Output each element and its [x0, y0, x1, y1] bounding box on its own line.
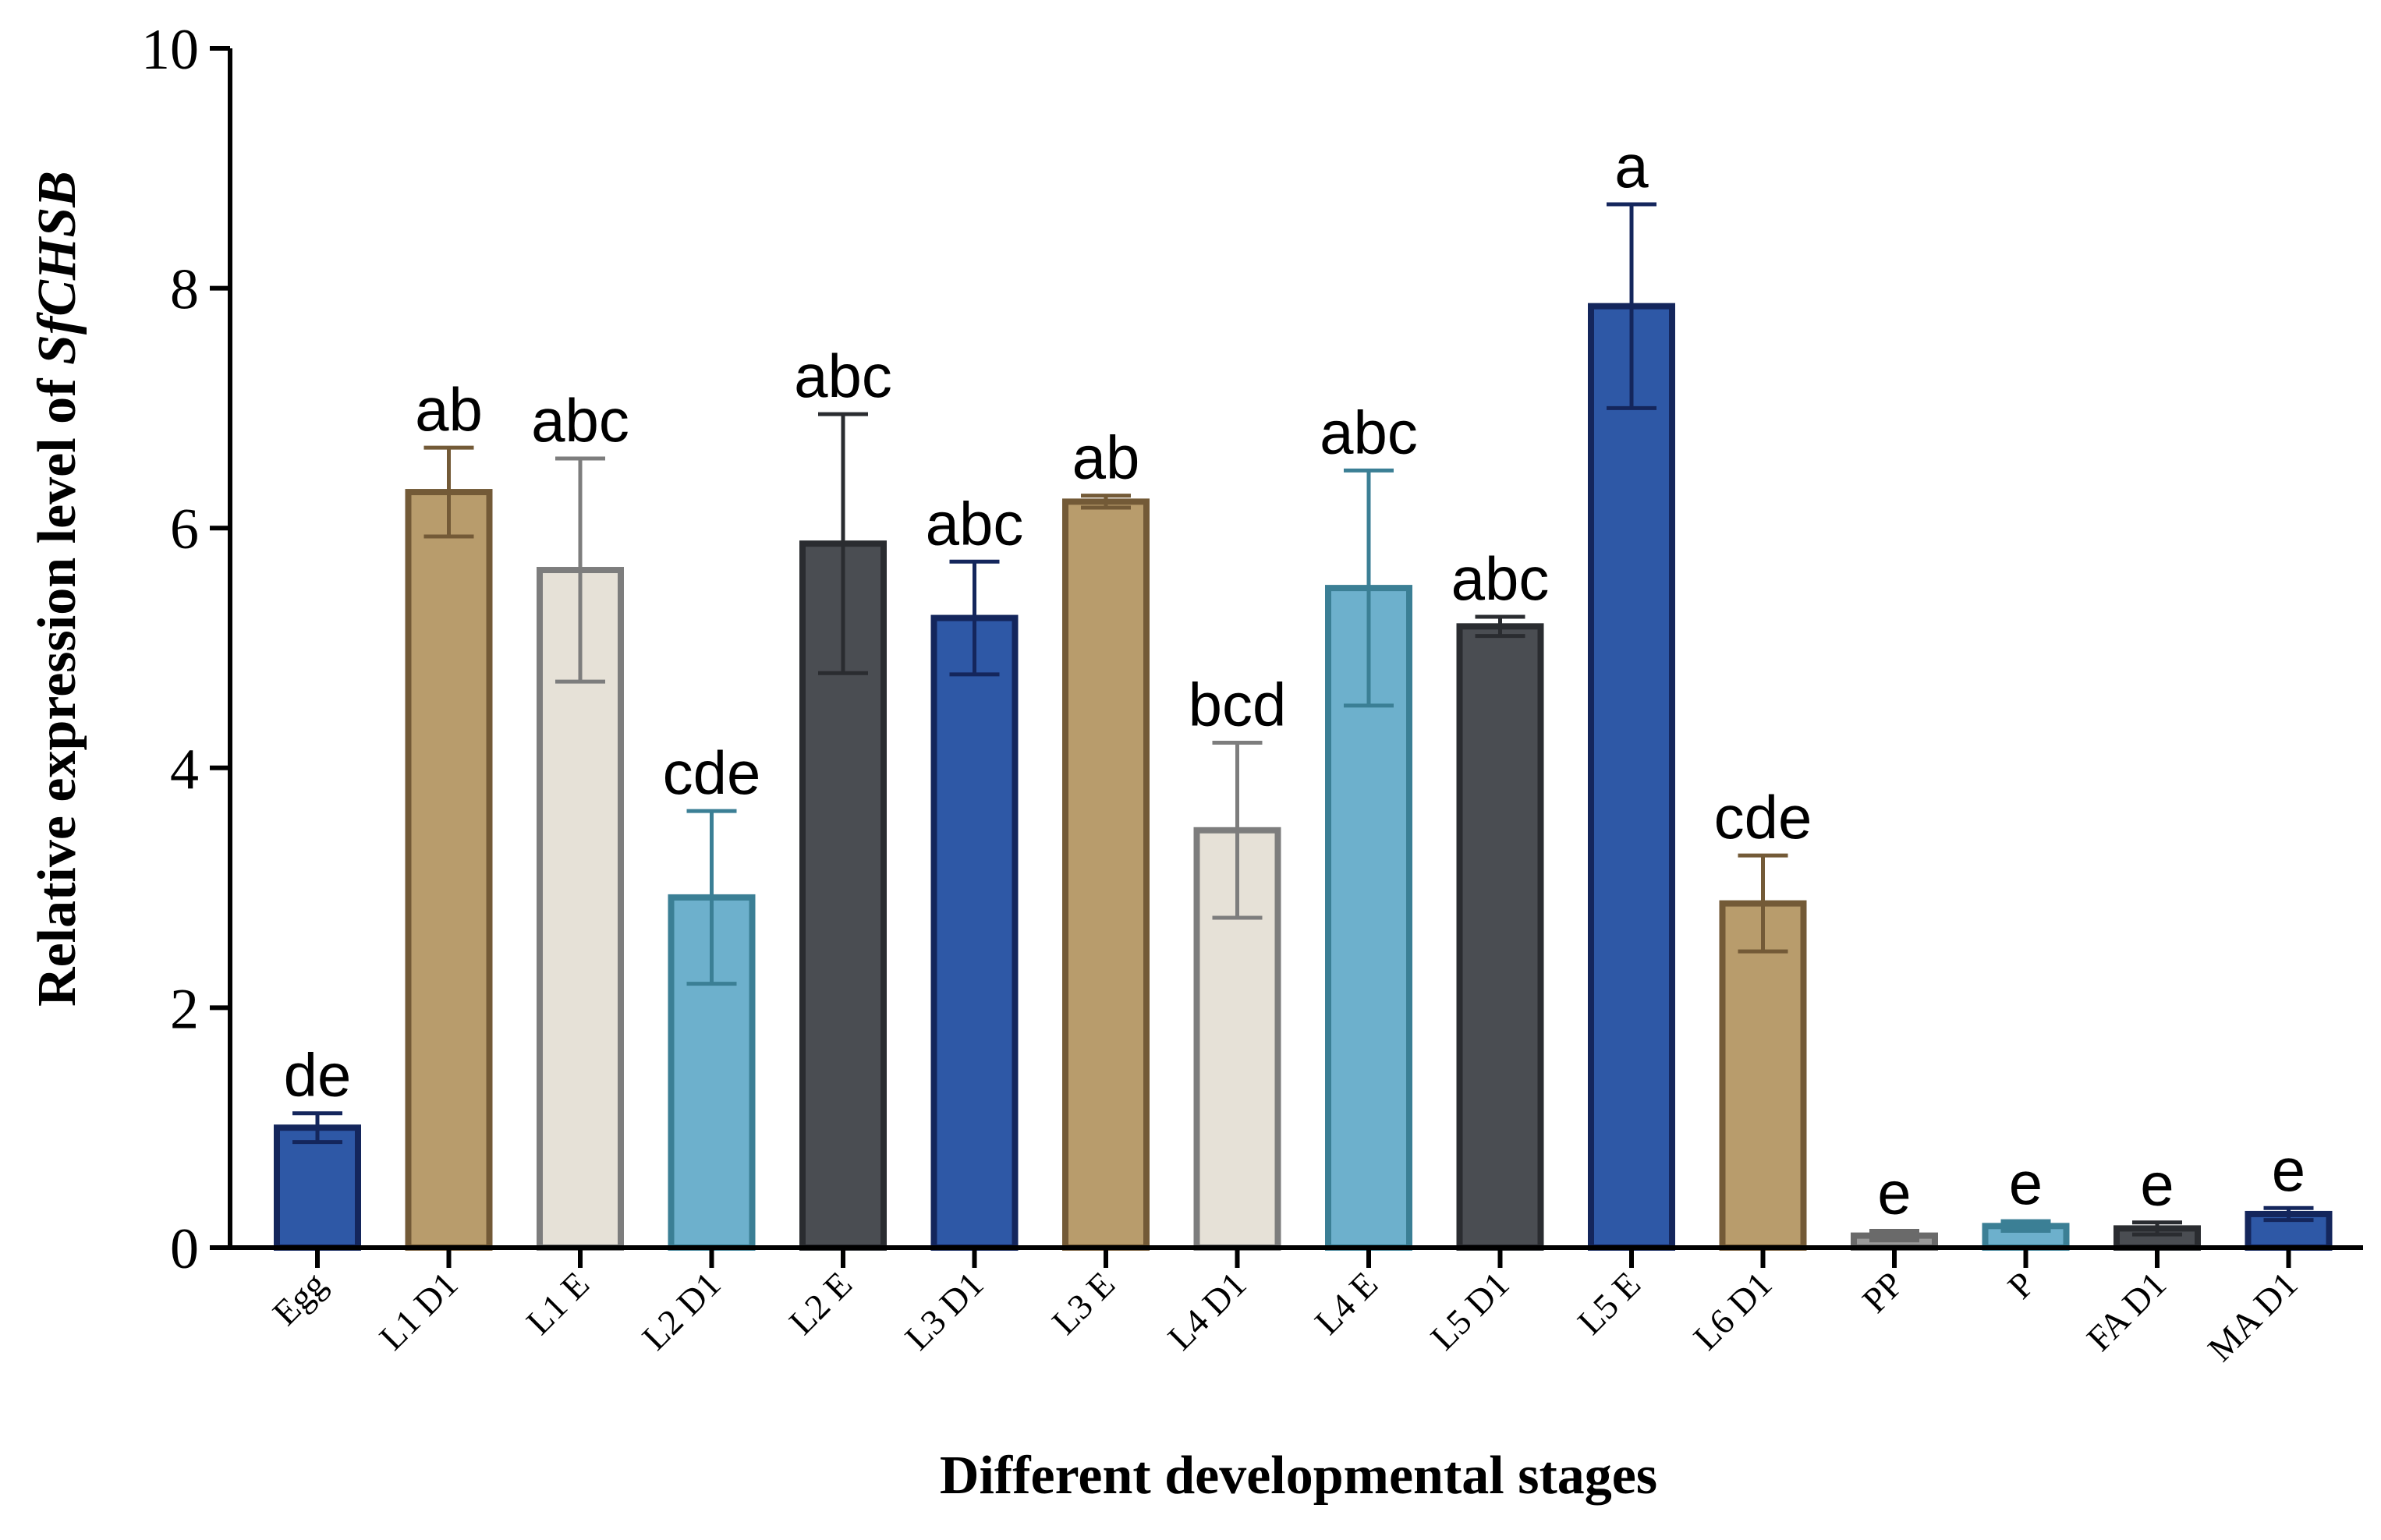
- y-tick-label: 2: [170, 977, 199, 1041]
- x-tick-label: L2 D1: [634, 1264, 728, 1358]
- significance-label: abc: [794, 342, 892, 410]
- significance-label: e: [2272, 1135, 2305, 1204]
- bar: [1588, 303, 1675, 1251]
- x-tick-label: L5 D1: [1423, 1264, 1516, 1358]
- significance-label: cde: [1714, 783, 1812, 851]
- significance-label: abc: [531, 386, 629, 455]
- significance-label: ab: [415, 375, 483, 444]
- bar: [930, 614, 1019, 1251]
- x-tick-label: PP: [1855, 1264, 1911, 1320]
- y-tick-label: 8: [170, 258, 199, 322]
- x-tick-label: L3 E: [1044, 1264, 1122, 1342]
- significance-label: abc: [1320, 398, 1418, 466]
- bar: [405, 489, 493, 1251]
- significance-label: de: [284, 1041, 352, 1110]
- significance-label: a: [1614, 132, 1649, 200]
- y-tick-label: 0: [170, 1217, 199, 1281]
- significance-label: e: [2140, 1150, 2174, 1219]
- significance-label: e: [2009, 1149, 2043, 1217]
- x-tick-label: L6 D1: [1685, 1264, 1779, 1358]
- bar: [274, 1124, 361, 1251]
- x-axis: Egg L1 D1 L1 E L2 D1 L2 E L3 D1 L3 E L4 D1 L4 E L…: [228, 1245, 2363, 1369]
- x-tick-label: L4 E: [1307, 1264, 1385, 1342]
- significance-label: e: [1877, 1158, 1911, 1227]
- y-tick-label: 6: [170, 497, 199, 561]
- x-axis-title: Different developmental stages: [940, 1446, 1657, 1506]
- x-tick-label: L4 D1: [1160, 1264, 1253, 1358]
- y-axis-title-prefix: Relative expression level of: [27, 365, 87, 1007]
- bar: [1062, 498, 1150, 1251]
- significance-label: ab: [1072, 423, 1140, 492]
- significance-label: cde: [663, 738, 761, 807]
- y-axis-title: Relative expression level of SfCHSB: [27, 171, 87, 1007]
- bar: [1719, 900, 1807, 1251]
- x-tick-label: P: [2000, 1264, 2042, 1306]
- x-tick-label: L1 E: [519, 1264, 597, 1342]
- significance-label: bcd: [1189, 671, 1287, 739]
- y-tick-label: 4: [170, 738, 199, 802]
- bar: [668, 894, 756, 1251]
- x-tick-label: FA D1: [2079, 1264, 2174, 1358]
- x-tick-label: MA D1: [2200, 1264, 2305, 1369]
- x-tick-label: L3 D1: [897, 1264, 990, 1358]
- x-tick-label: Egg: [265, 1264, 334, 1333]
- bar: [1456, 623, 1544, 1251]
- x-tick-label: L5 E: [1570, 1264, 1648, 1342]
- y-tick-label: 10: [141, 18, 199, 82]
- significance-label: abc: [926, 489, 1024, 558]
- x-tick-label: L2 E: [781, 1264, 859, 1342]
- significance-label: abc: [1451, 544, 1550, 613]
- x-tick-label: L1 D1: [371, 1264, 465, 1358]
- error-bars-group: [292, 202, 2314, 1243]
- y-axis-title-gene: SfCHSB: [27, 171, 87, 365]
- y-axis: 0 2 4 6 8 10: [141, 18, 232, 1281]
